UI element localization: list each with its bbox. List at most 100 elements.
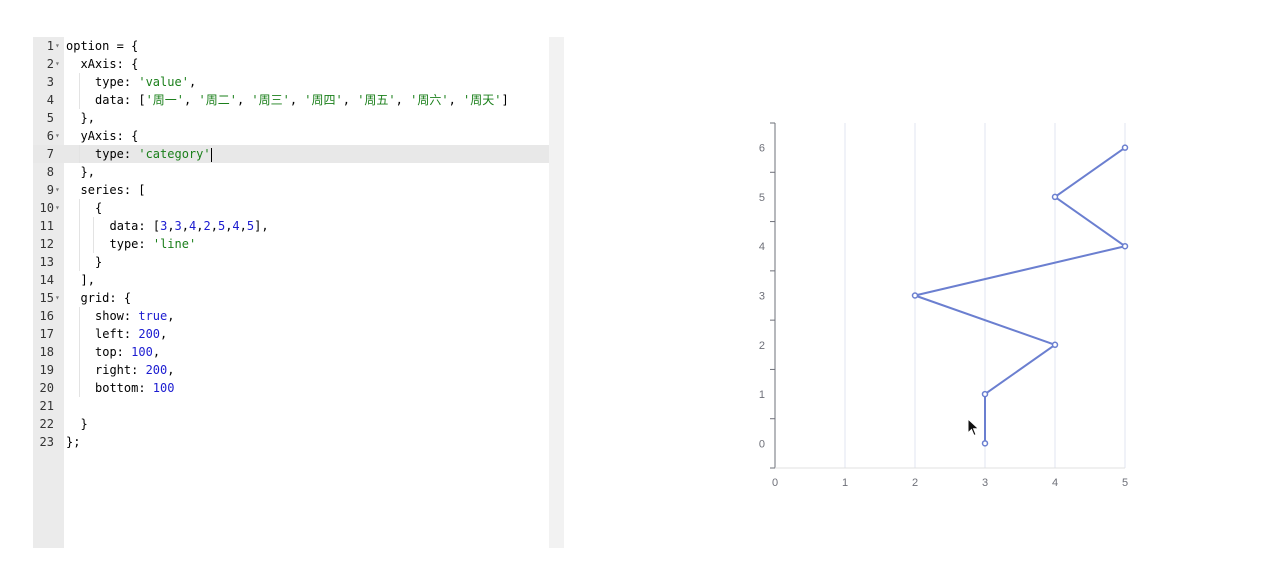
code-token: xAxis: { [80, 57, 139, 71]
code-token: ], [254, 219, 269, 233]
line-number: 14 [39, 273, 54, 287]
code-token: , [196, 219, 204, 233]
code-token: , [184, 93, 199, 107]
y-tick-label: 5 [759, 192, 765, 204]
code-token: '周四' [304, 93, 343, 107]
code-line[interactable]: 23}; [33, 433, 549, 451]
data-point [1121, 144, 1129, 151]
line-number: 5 [46, 111, 54, 125]
code-text[interactable]: option = { [66, 37, 138, 55]
code-token: , [167, 219, 175, 233]
y-tick-label: 6 [759, 143, 765, 155]
line-number-gutter [33, 37, 64, 548]
code-line[interactable]: 19 right: 200, [33, 361, 549, 379]
x-tick-label: 5 [1122, 477, 1128, 489]
line-number: 10 [39, 201, 54, 215]
code-line[interactable]: 2 ▾ xAxis: { [33, 55, 549, 73]
code-token: 3 [160, 219, 168, 233]
fold-toggle-icon[interactable]: ▾ [55, 131, 60, 140]
code-line[interactable]: 14], [33, 271, 549, 289]
line-number: 12 [39, 237, 54, 251]
code-line[interactable]: 18 top: 100, [33, 343, 549, 361]
code-token: 'value' [138, 75, 189, 89]
indent-guide [78, 379, 80, 397]
code-line[interactable]: 9 ▾ series: [ [33, 181, 549, 199]
code-line[interactable]: 20 bottom: 100 [33, 379, 549, 397]
code-token: 2 [203, 219, 211, 233]
code-text[interactable]: data: [3,3,4,2,5,4,5], [110, 217, 269, 235]
code-token: left: [95, 327, 139, 341]
code-line[interactable]: 13} [33, 253, 549, 271]
fold-toggle-icon[interactable]: ▾ [55, 203, 60, 212]
code-text[interactable]: left: 200, [95, 325, 167, 343]
code-token: , [167, 309, 175, 323]
code-token: , [181, 219, 190, 233]
code-text[interactable]: } [81, 415, 88, 433]
code-token: , [188, 75, 197, 89]
code-text[interactable]: }, [81, 163, 95, 181]
code-editor[interactable]: 1 ▾ option = {2 ▾ xAxis: {3 type: 'value', 4 da… [33, 37, 564, 548]
code-token: 3 [174, 219, 182, 233]
indent-guide [78, 343, 80, 361]
code-token: , [289, 93, 305, 107]
code-text[interactable]: xAxis: { [81, 55, 139, 73]
fold-toggle-icon[interactable]: ▾ [55, 185, 60, 194]
line-number: 11 [39, 219, 54, 233]
code-text[interactable]: right: 200, [95, 361, 175, 379]
code-line[interactable]: 12 type: 'line' [33, 235, 549, 253]
code-token: }, [80, 165, 95, 179]
code-token: '周天' [463, 93, 502, 107]
code-token: top: [95, 345, 132, 359]
code-line[interactable]: 15 ▾ grid: { [33, 289, 549, 307]
code-token: type: [95, 75, 139, 89]
code-line[interactable]: 6 ▾ yAxis: { [33, 127, 549, 145]
code-line[interactable]: 22} [33, 415, 549, 433]
code-text[interactable]: type: 'line' [110, 235, 197, 253]
code-text[interactable]: show: true, [95, 307, 175, 325]
code-text[interactable]: ], [81, 271, 95, 289]
line-number: 3 [46, 75, 54, 89]
indent-guide [78, 145, 80, 163]
code-text[interactable]: series: [ [81, 181, 146, 199]
code-text[interactable]: type: 'value', [95, 73, 196, 91]
code-text[interactable]: } [95, 253, 102, 271]
y-tick-label: 1 [759, 389, 765, 401]
fold-toggle-icon[interactable]: ▾ [55, 293, 60, 302]
code-line[interactable]: 1 ▾ option = { [33, 37, 549, 55]
code-line[interactable]: 11 data: [3,3,4,2,5,4,5], [33, 217, 549, 235]
fold-toggle-icon[interactable]: ▾ [55, 41, 60, 50]
fold-toggle-icon[interactable]: ▾ [55, 59, 60, 68]
code-token: { [95, 201, 103, 215]
code-text[interactable]: }; [66, 433, 80, 451]
line-chart: 0 1 2 3 4 5 6 0 1 2 3 4 5 [759, 122, 1129, 489]
code-line[interactable]: 5}, [33, 109, 549, 127]
code-line[interactable]: 3 type: 'value', [33, 73, 549, 91]
code-text[interactable]: bottom: 100 [95, 379, 174, 397]
code-text[interactable]: top: 100, [95, 343, 160, 361]
code-text[interactable]: data: ['周一', '周二', '周三', '周四', '周五', '周六… [95, 91, 509, 109]
text-cursor [210, 147, 212, 162]
line-number: 18 [39, 345, 54, 359]
code-token: , [448, 93, 464, 107]
code-line[interactable]: 10 ▾ { [33, 199, 549, 217]
indent-guide [78, 91, 80, 109]
code-text[interactable]: }, [81, 109, 95, 127]
line-number: 2 [46, 57, 54, 71]
code-text[interactable]: grid: { [81, 289, 132, 307]
code-line[interactable]: 7 type: 'category' [33, 145, 549, 163]
code-line[interactable]: 4 data: ['周一', '周二', '周三', '周四', '周五', '周… [33, 91, 549, 109]
data-point [1121, 242, 1129, 250]
code-line[interactable]: 17 left: 200, [33, 325, 549, 343]
editor-scrollbar[interactable] [549, 37, 564, 548]
code-token: }, [80, 111, 95, 125]
code-token: option = { [66, 39, 139, 53]
code-token: , [210, 219, 218, 233]
code-text[interactable]: { [95, 199, 102, 217]
code-text[interactable]: yAxis: { [81, 127, 139, 145]
code-line[interactable]: 21 [33, 397, 549, 415]
code-line[interactable]: 16 show: true, [33, 307, 549, 325]
indent-guide [78, 199, 80, 217]
code-line[interactable]: 8}, [33, 163, 549, 181]
code-text[interactable]: type: 'category' [95, 145, 212, 163]
code-token: , [225, 219, 233, 233]
